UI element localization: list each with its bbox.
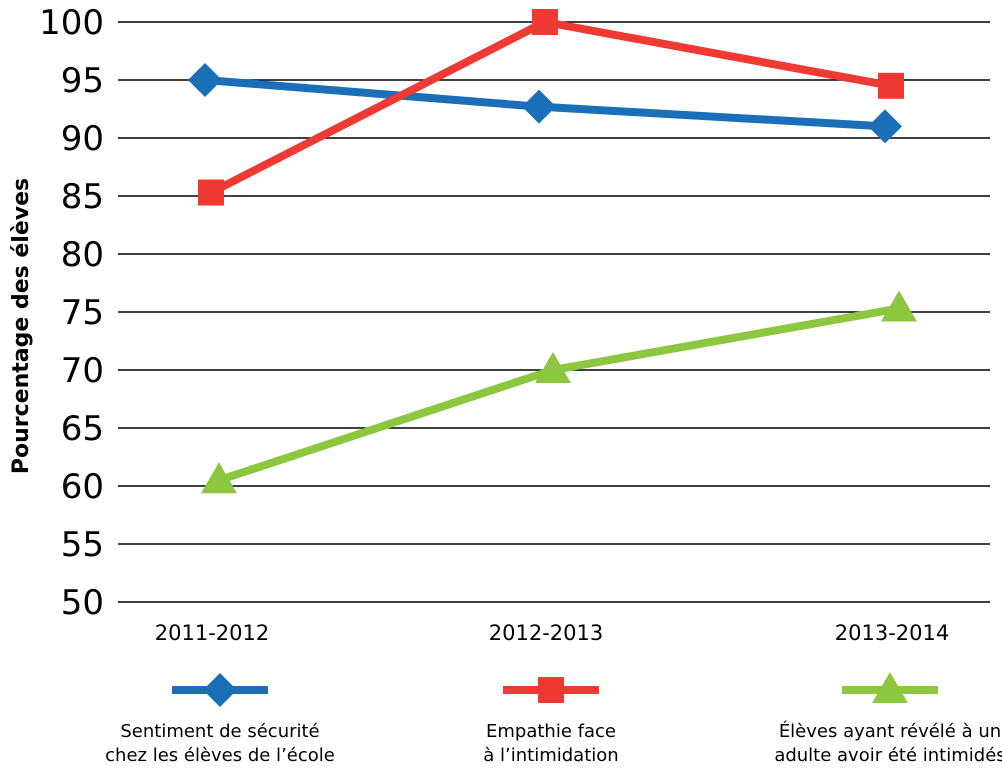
data-point-marker bbox=[878, 72, 904, 99]
data-point-marker bbox=[198, 179, 224, 206]
legend-label: Sentiment de sécurité bbox=[120, 721, 319, 742]
legend-label: Empathie face bbox=[486, 721, 616, 742]
data-point-marker bbox=[535, 352, 571, 383]
legend-swatch-marker bbox=[872, 672, 908, 703]
data-point-marker bbox=[522, 89, 556, 124]
y-tick-label: 70 bbox=[61, 351, 104, 391]
y-tick-label: 65 bbox=[61, 409, 104, 449]
y-tick-label: 60 bbox=[61, 467, 104, 507]
legend-label: à l’intimidation bbox=[483, 745, 618, 766]
y-tick-label: 95 bbox=[61, 61, 104, 101]
series-lines bbox=[204, 18, 900, 484]
x-category-label: 2013-2014 bbox=[835, 621, 949, 645]
y-tick-label: 80 bbox=[61, 235, 104, 275]
y-tick-label: 85 bbox=[61, 177, 104, 217]
y-tick-label: 55 bbox=[61, 525, 104, 565]
legend-label: chez les élèves de l’école bbox=[105, 745, 335, 766]
series-line bbox=[217, 304, 900, 484]
y-axis-title: Pourcentage des élèves bbox=[9, 178, 34, 474]
y-tick-label: 100 bbox=[39, 3, 104, 43]
x-category-label: 2011-2012 bbox=[155, 621, 269, 645]
data-point-marker bbox=[868, 109, 902, 144]
data-point-marker bbox=[188, 63, 222, 97]
legend-label: Élèves ayant révélé à un bbox=[779, 720, 1001, 742]
x-category-labels: 2011-2012 2012-2013 2013-2014 bbox=[155, 621, 949, 645]
legend-label: adulte avoir été intimidés bbox=[774, 745, 1002, 766]
x-category-label: 2012-2013 bbox=[489, 621, 603, 645]
y-tick-labels: 100 95 90 85 80 75 70 65 60 55 50 bbox=[39, 3, 104, 623]
legend-swatch-marker bbox=[203, 673, 237, 707]
y-tick-label: 90 bbox=[61, 119, 104, 159]
y-tick-label: 75 bbox=[61, 293, 104, 333]
data-point-marker bbox=[532, 9, 558, 35]
data-point-marker bbox=[881, 290, 917, 322]
gridlines bbox=[118, 21, 990, 603]
legend-swatch-marker bbox=[538, 677, 564, 703]
series-markers bbox=[188, 9, 917, 494]
data-point-marker bbox=[201, 462, 237, 494]
y-tick-label: 50 bbox=[61, 583, 104, 623]
legend: Sentiment de sécurité chez les élèves de … bbox=[105, 672, 1002, 766]
